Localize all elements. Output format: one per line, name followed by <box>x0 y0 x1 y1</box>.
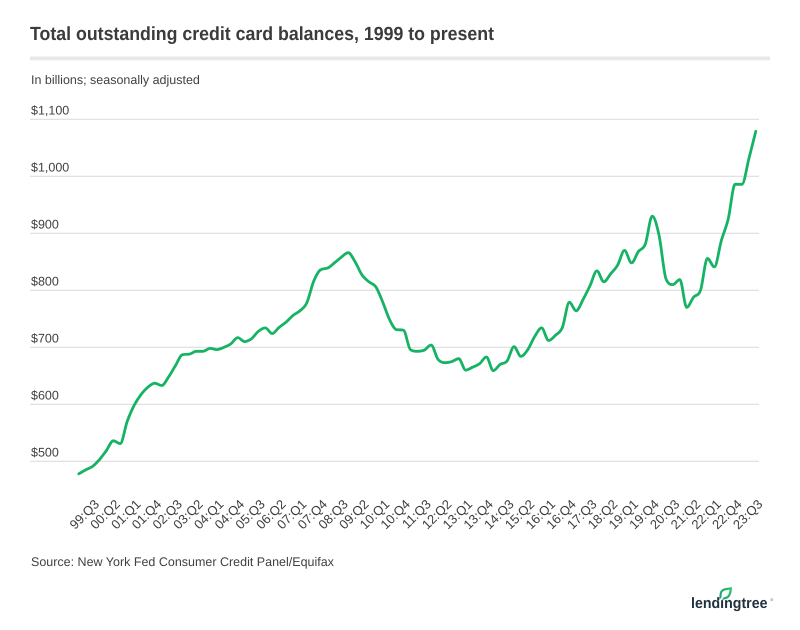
svg-text:lendingtree: lendingtree <box>691 595 768 612</box>
svg-text:$1,000: $1,000 <box>31 161 69 175</box>
svg-text:$500: $500 <box>31 446 59 460</box>
svg-text:®: ® <box>770 597 773 602</box>
svg-text:In billions; seasonally adjust: In billions; seasonally adjusted <box>31 73 200 87</box>
svg-text:Total outstanding credit card: Total outstanding credit card balances, … <box>30 24 495 45</box>
svg-text:$800: $800 <box>31 275 59 289</box>
svg-text:$700: $700 <box>31 332 59 346</box>
svg-text:$600: $600 <box>31 389 59 403</box>
svg-text:$1,100: $1,100 <box>31 104 69 118</box>
svg-text:Source: New York Fed Consumer: Source: New York Fed Consumer Credit Pan… <box>31 555 335 569</box>
svg-text:$900: $900 <box>31 218 59 232</box>
